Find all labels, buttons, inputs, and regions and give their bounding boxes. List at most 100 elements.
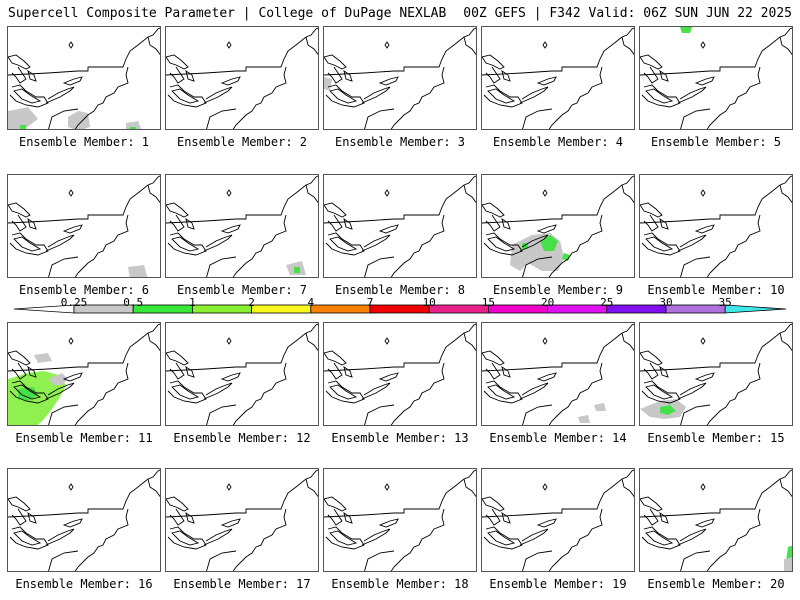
map-outline — [680, 256, 711, 277]
map-outline — [694, 518, 715, 528]
map-outline — [361, 382, 391, 400]
map-outline — [232, 66, 287, 129]
map-outline — [324, 323, 476, 372]
ensemble-label-9: Ensemble Member: 9 — [492, 283, 624, 297]
map-outline — [147, 332, 160, 352]
map-outline — [640, 175, 792, 224]
map-outline — [167, 232, 207, 256]
map-outline — [680, 404, 711, 425]
map-outline — [68, 337, 74, 345]
map-outline — [9, 232, 49, 256]
colorbar-segment — [547, 304, 608, 314]
map-outline — [659, 69, 669, 82]
ensemble-label-1: Ensemble Member: 1 — [18, 135, 150, 149]
map-outline — [694, 224, 715, 234]
map-outline — [482, 496, 505, 512]
ensemble-map-15 — [639, 322, 793, 426]
map-outline — [640, 496, 663, 512]
map-outline — [147, 184, 160, 204]
map-outline — [640, 350, 663, 366]
map-outline — [522, 108, 553, 129]
map-outline — [8, 54, 31, 70]
colorbar-tick-label: 0.25 — [60, 296, 88, 309]
map-outline — [226, 337, 232, 345]
map-outline — [463, 478, 476, 498]
map-outline — [343, 69, 353, 82]
map-outline — [640, 323, 792, 372]
map-outline — [13, 530, 42, 546]
map-outline — [48, 108, 79, 129]
map-outline — [324, 496, 347, 512]
map-outline — [8, 202, 31, 218]
map-layer — [8, 175, 160, 277]
map-outline — [641, 84, 681, 108]
scp-shade-region — [294, 267, 300, 273]
colorbar-segment — [724, 304, 787, 314]
map-outline — [13, 236, 42, 252]
scp-shade-region — [20, 125, 26, 129]
map-outline — [206, 256, 237, 277]
map-outline — [485, 66, 501, 84]
map-outline — [482, 54, 505, 70]
map-outline — [167, 526, 207, 550]
map-outline — [640, 27, 792, 76]
map-outline — [645, 384, 674, 400]
map-outline — [11, 214, 27, 232]
ensemble-map-8 — [323, 174, 477, 278]
map-outline — [329, 88, 358, 104]
map-outline — [364, 256, 395, 277]
map-outline — [700, 189, 706, 197]
map-outline — [643, 214, 659, 232]
map-outline — [501, 365, 511, 378]
map-outline — [487, 236, 516, 252]
map-outline — [226, 41, 232, 49]
ensemble-map-11 — [7, 322, 161, 426]
map-outline — [169, 66, 185, 84]
map-outline — [68, 189, 74, 197]
map-outline — [166, 496, 189, 512]
map-outline — [621, 478, 634, 498]
scp-shade-region — [680, 27, 692, 33]
map-outline — [641, 380, 681, 404]
map-outline — [390, 66, 445, 129]
map-outline — [483, 380, 523, 404]
map-outline — [27, 365, 37, 378]
ensemble-label-16: Ensemble Member: 16 — [15, 577, 153, 591]
map-outline — [548, 66, 603, 129]
map-outline — [384, 483, 390, 491]
map-outline — [621, 332, 634, 352]
map-outline — [548, 362, 603, 425]
ensemble-label-5: Ensemble Member: 5 — [650, 135, 782, 149]
map-outline — [324, 175, 476, 224]
scp-shade-region — [324, 77, 332, 91]
map-outline — [384, 189, 390, 197]
scp-shade-region — [130, 127, 136, 129]
map-outline — [700, 41, 706, 49]
map-layer — [8, 27, 160, 129]
map-outline — [8, 469, 160, 518]
map-outline — [232, 214, 287, 277]
map-outline — [485, 508, 501, 526]
map-outline — [378, 224, 399, 234]
map-outline — [641, 232, 681, 256]
map-outline — [27, 511, 37, 524]
map-outline — [501, 217, 511, 230]
map-outline — [542, 483, 548, 491]
ensemble-label-10: Ensemble Member: 10 — [647, 283, 785, 297]
map-outline — [677, 528, 707, 546]
map-outline — [482, 469, 634, 518]
map-outline — [45, 382, 75, 400]
colorbar-segment — [665, 304, 726, 314]
map-outline — [203, 86, 233, 104]
map-outline — [203, 528, 233, 546]
map-outline — [361, 528, 391, 546]
map-outline — [13, 384, 42, 400]
map-outline — [706, 66, 761, 129]
ensemble-map-20 — [639, 468, 793, 572]
map-layer — [482, 323, 634, 425]
map-outline — [501, 511, 511, 524]
map-outline — [166, 202, 189, 218]
map-outline — [645, 236, 674, 252]
map-outline — [171, 88, 200, 104]
map-outline — [305, 478, 318, 498]
